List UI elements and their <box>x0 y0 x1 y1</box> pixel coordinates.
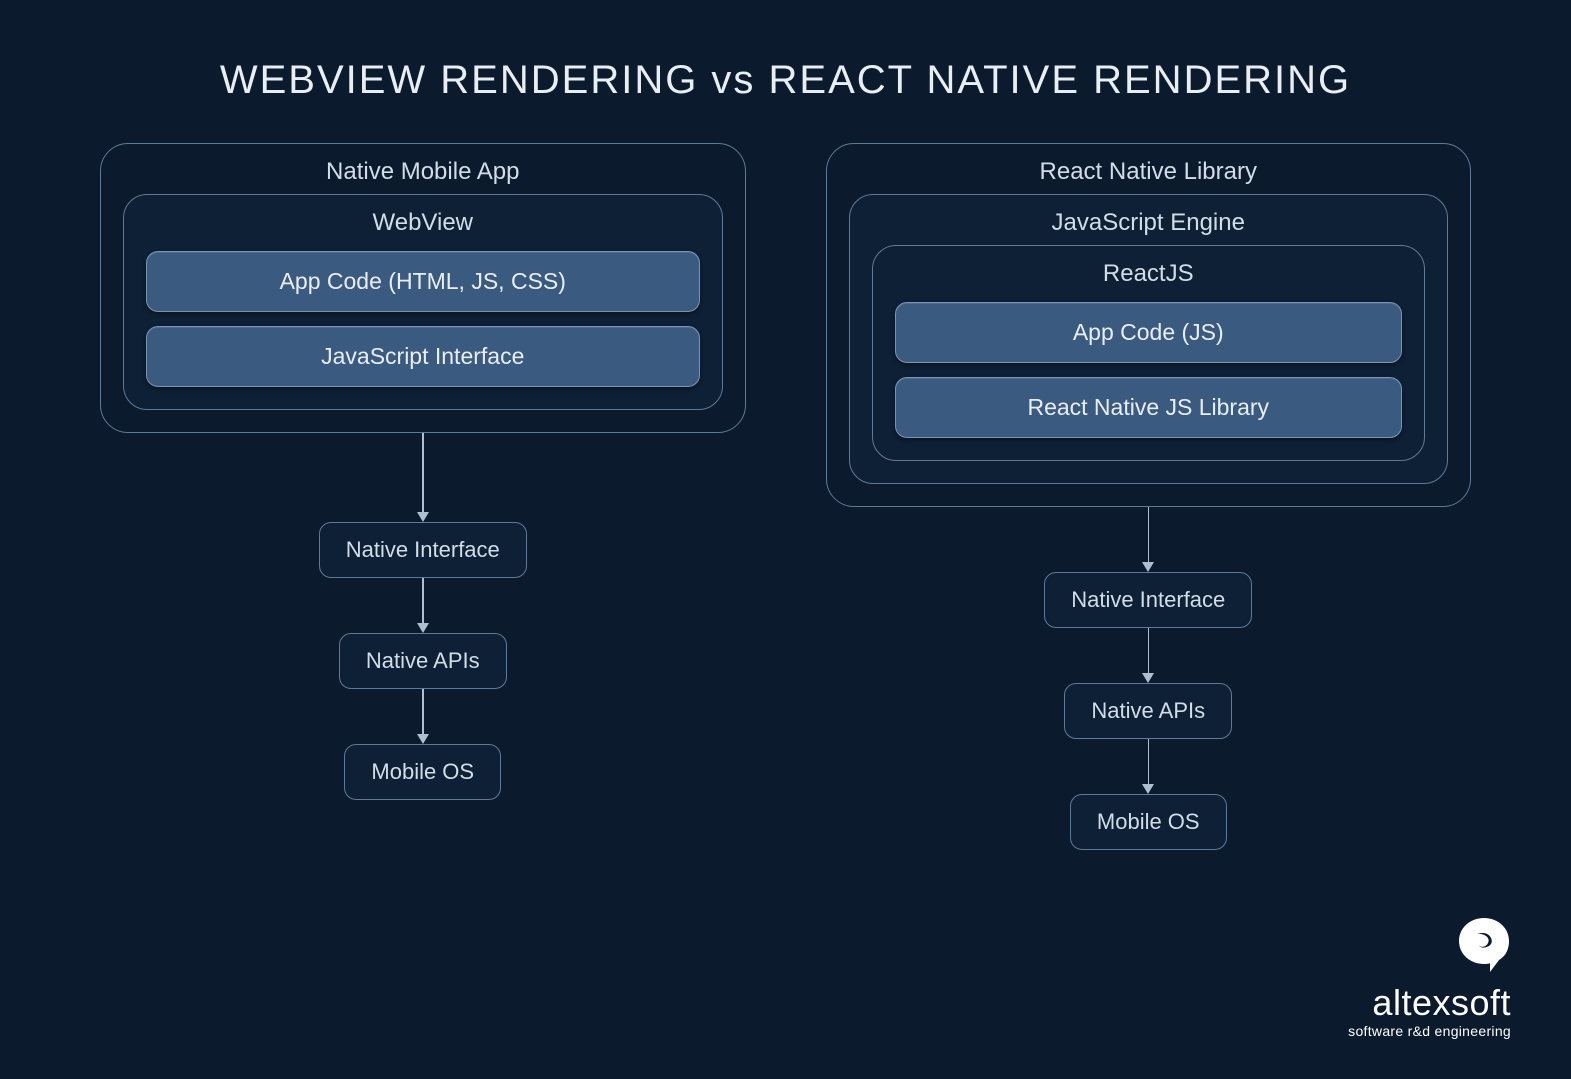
logo-tagline: software r&d engineering <box>1348 1023 1511 1039</box>
left-outer-box: Native Mobile App WebView App Code (HTML… <box>100 143 746 433</box>
right-outer-box: React Native Library JavaScript Engine R… <box>826 143 1472 507</box>
right-mid-label: JavaScript Engine <box>872 209 1426 237</box>
right-filled-1: React Native JS Library <box>895 377 1403 438</box>
columns-container: Native Mobile App WebView App Code (HTML… <box>0 103 1571 850</box>
left-filled-0: App Code (HTML, JS, CSS) <box>146 251 700 312</box>
brand-logo: altexsoft software r&d engineering <box>1348 916 1511 1039</box>
right-mid-box: JavaScript Engine ReactJS App Code (JS) … <box>849 194 1449 484</box>
arrow-icon <box>1142 507 1154 572</box>
arrow-icon <box>1142 628 1154 683</box>
arrow-icon <box>417 689 429 744</box>
right-inner-box: ReactJS App Code (JS) React Native JS Li… <box>872 245 1426 461</box>
right-chain-1: Native APIs <box>1064 683 1232 739</box>
right-column: React Native Library JavaScript Engine R… <box>826 143 1472 850</box>
left-chain-1: Native APIs <box>339 633 507 689</box>
left-column: Native Mobile App WebView App Code (HTML… <box>100 143 746 850</box>
speech-bubble-icon <box>1457 916 1511 979</box>
right-chain-2: Mobile OS <box>1070 794 1227 850</box>
arrow-icon <box>1142 739 1154 794</box>
right-inner-label: ReactJS <box>895 260 1403 288</box>
left-outer-label: Native Mobile App <box>123 158 723 186</box>
arrow-icon <box>417 578 429 633</box>
left-filled-1: JavaScript Interface <box>146 326 700 387</box>
right-filled-0: App Code (JS) <box>895 302 1403 363</box>
right-outer-label: React Native Library <box>849 158 1449 186</box>
left-mid-label: WebView <box>146 209 700 237</box>
left-chain-2: Mobile OS <box>344 744 501 800</box>
arrow-icon <box>417 433 429 522</box>
logo-name: altexsoft <box>1348 985 1511 1021</box>
left-chain-0: Native Interface <box>319 522 527 578</box>
left-mid-box: WebView App Code (HTML, JS, CSS) JavaScr… <box>123 194 723 410</box>
right-chain-0: Native Interface <box>1044 572 1252 628</box>
diagram-title: WEBVIEW RENDERING vs REACT NATIVE RENDER… <box>0 0 1571 103</box>
